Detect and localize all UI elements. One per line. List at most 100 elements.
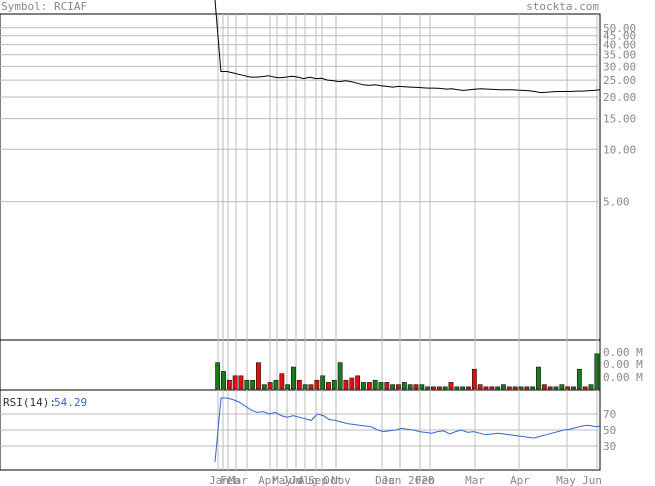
date-tick-label: Oct — [323, 474, 343, 486]
volume-bar — [215, 362, 221, 390]
volume-bar — [413, 384, 419, 390]
price-tick-label: 30.00 — [603, 60, 636, 73]
volume-bar — [349, 377, 355, 390]
volume-bar — [425, 386, 431, 390]
volume-bar — [431, 386, 436, 390]
volume-bar — [460, 386, 466, 390]
price-tick-label: 20.00 — [603, 91, 636, 104]
volume-bar — [314, 379, 320, 390]
price-tick-label: 45.00 — [603, 30, 636, 43]
volume-bar — [355, 375, 361, 390]
volume-bar — [471, 368, 477, 390]
date-tick-label: Jun — [582, 474, 602, 486]
volume-bar — [530, 386, 536, 390]
price-series-line — [214, 0, 601, 94]
date-tick-label: Aug — [298, 474, 318, 486]
grid-lines — [0, 14, 600, 470]
volume-bar — [279, 373, 285, 390]
volume-bar — [337, 362, 343, 390]
volume-bar — [518, 386, 524, 390]
volume-bar — [553, 386, 559, 390]
date-tick-label: Feb — [415, 474, 435, 486]
volume-bar — [285, 384, 291, 390]
volume-bar — [466, 386, 471, 390]
rsi-tick-label: 50 — [603, 424, 616, 437]
date-tick-label: Jul — [290, 474, 310, 486]
price-tick-label: 10.00 — [603, 143, 636, 156]
date-tick-label: Apr — [510, 474, 530, 486]
volume-bar — [273, 379, 279, 390]
date-tick-label: Mar — [465, 474, 485, 486]
date-tick-label: Mar — [228, 474, 248, 486]
volume-bar — [536, 366, 541, 390]
volume-bar — [244, 379, 250, 390]
volume-bar — [506, 386, 512, 390]
volume-bar — [267, 382, 273, 390]
date-tick-label: Apr — [258, 474, 278, 486]
volume-bar — [320, 375, 326, 390]
volume-bar — [390, 384, 396, 390]
volume-bar — [524, 386, 530, 390]
rsi-tick-label: 70 — [603, 408, 616, 421]
volume-bar — [261, 384, 267, 390]
site-label[interactable]: stockta.com — [526, 0, 599, 13]
volume-bar — [582, 386, 588, 390]
volume-tick-label: 0.00 M — [603, 346, 643, 359]
price-tick-label: 40.00 — [603, 39, 636, 52]
date-tick-label: Dec — [375, 474, 395, 486]
price-tick-label: 25.00 — [603, 74, 636, 87]
rsi-series-line — [214, 397, 601, 463]
volume-bar — [436, 386, 442, 390]
volume-bar — [477, 384, 483, 390]
price-tick-label: 5.00 — [603, 196, 630, 209]
volume-bar — [489, 386, 495, 390]
volume-bar — [232, 375, 238, 390]
volume-bar — [483, 386, 489, 390]
volume-bar — [256, 362, 261, 390]
date-tick-label: Feb — [220, 474, 240, 486]
volume-bar — [594, 353, 600, 390]
volume-bar — [401, 382, 407, 390]
volume-bar — [238, 375, 244, 390]
volume-bar — [442, 386, 448, 390]
price-panel — [0, 13, 601, 341]
volume-bar — [559, 384, 565, 390]
volume-bar — [221, 371, 226, 390]
volume-bar — [250, 379, 256, 390]
price-tick-label: 35.00 — [603, 49, 636, 62]
volume-bar — [396, 384, 401, 390]
date-tick-label: Jan 2020 — [382, 474, 435, 486]
date-tick-label: Jun — [282, 474, 302, 486]
rsi-axis: 70 50 30 — [603, 408, 616, 453]
volume-bar — [454, 386, 460, 390]
date-tick-label: May — [272, 474, 292, 486]
volume-bar — [343, 379, 349, 390]
volume-bar — [361, 382, 366, 390]
volume-bar — [495, 386, 501, 390]
volume-bar — [384, 382, 390, 390]
volume-bar — [407, 384, 413, 390]
volume-bar — [291, 366, 296, 390]
volume-bar — [565, 386, 571, 390]
symbol-label: Symbol: RCIAF — [1, 0, 87, 13]
volume-bar — [226, 379, 232, 390]
rsi-label: RSI(14): — [3, 396, 56, 409]
volume-bar — [512, 386, 518, 390]
price-tick-label: 50.00 — [603, 22, 636, 35]
volume-bar — [366, 382, 372, 390]
date-tick-label: Nov — [331, 474, 351, 486]
volume-bar — [302, 384, 308, 390]
rsi-tick-label: 30 — [603, 440, 616, 453]
date-tick-label: Sep — [308, 474, 328, 486]
volume-bar — [296, 379, 302, 390]
volume-bar — [448, 382, 454, 390]
volume-bar — [308, 384, 314, 390]
volume-tick-label: 0.00 M — [603, 371, 643, 384]
volume-bar — [588, 384, 594, 390]
volume-bar — [372, 379, 378, 390]
volume-bar — [378, 382, 384, 390]
volume-bar — [326, 382, 331, 390]
